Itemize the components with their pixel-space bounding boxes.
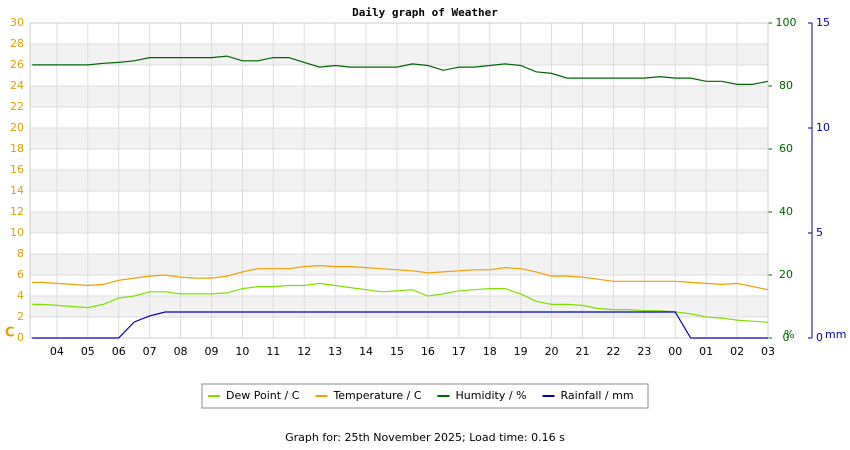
y-tick-label: 30 [10,16,24,29]
y-tick-label: 16 [10,163,24,176]
band [30,128,768,149]
legend-label: Humidity / % [456,389,527,402]
x-tick-label: 15 [390,345,404,358]
x-tick-label: 02 [730,345,744,358]
chart-title: Daily graph of Weather [352,6,498,19]
series-line [32,311,768,339]
band [30,296,768,317]
legend-label: Dew Point / C [226,389,300,402]
x-tick-label: 07 [143,345,157,358]
y2-tick-label: 100 [776,16,797,29]
y2-axis-label: % [784,328,794,341]
x-tick-label: 09 [204,345,218,358]
y3-axis-label: mm [825,328,846,341]
series-line [32,55,769,85]
x-tick-label: 08 [174,345,188,358]
x-tick-label: 13 [328,345,342,358]
x-tick-label: 17 [452,345,466,358]
band [30,170,768,191]
y-tick-label: 28 [10,37,24,50]
series-line [32,282,769,323]
y-tick-label: 4 [17,289,24,302]
series-line [32,264,769,291]
y-tick-label: 18 [10,142,24,155]
footer: Graph for: 25th November 2025; Load time… [285,431,565,444]
plot-frame [29,22,769,339]
x-tick-label: 06 [112,345,126,358]
x-tick-label: 19 [514,345,528,358]
band [30,212,768,233]
band [30,44,768,65]
x-tick-label: 21 [575,345,589,358]
band [30,254,768,275]
y3-tick-label: 5 [816,226,823,239]
y-tick-label: 24 [10,79,24,92]
y-tick-label: 8 [17,247,24,260]
x-tick-label: 04 [50,345,64,358]
y-tick-label: 22 [10,100,24,113]
y-tick-label: 0 [17,331,24,344]
legend-label: Rainfall / mm [561,389,634,402]
y-tick-label: 14 [10,184,24,197]
x-tick-label: 14 [359,345,373,358]
x-tick-label: 10 [235,345,249,358]
y-tick-label: 12 [10,205,24,218]
y3-tick-label: 0 [816,331,823,344]
y2-tick-label: 60 [779,142,793,155]
x-tick-label: 18 [483,345,497,358]
x-tick-label: 16 [421,345,435,358]
y2-tick-label: 20 [779,268,793,281]
y3-tick-label: 15 [816,16,830,29]
x-tick-label: 01 [699,345,713,358]
x-tick-label: 20 [545,345,559,358]
legend-box [201,383,649,409]
y2-tick-label: 0 [783,331,790,344]
x-tick-label: 03 [761,345,775,358]
x-tick-label: 11 [266,345,280,358]
x-tick-label: 05 [81,345,95,358]
y3-tick-label: 10 [816,121,830,134]
legend-label: Temperature / C [332,389,421,402]
x-tick-label: 22 [606,345,620,358]
band [30,86,768,107]
x-tick-label: 12 [297,345,311,358]
y2-tick-label: 40 [779,205,793,218]
y-tick-label: 26 [10,58,24,71]
x-tick-label: 00 [668,345,682,358]
y-tick-label: 20 [10,121,24,134]
x-tick-label: 23 [637,345,651,358]
y-tick-label: 2 [17,310,24,323]
y-tick-label: 10 [10,226,24,239]
y2-tick-label: 80 [779,79,793,92]
y-axis-label: C [5,326,15,341]
y-tick-label: 6 [17,268,24,281]
